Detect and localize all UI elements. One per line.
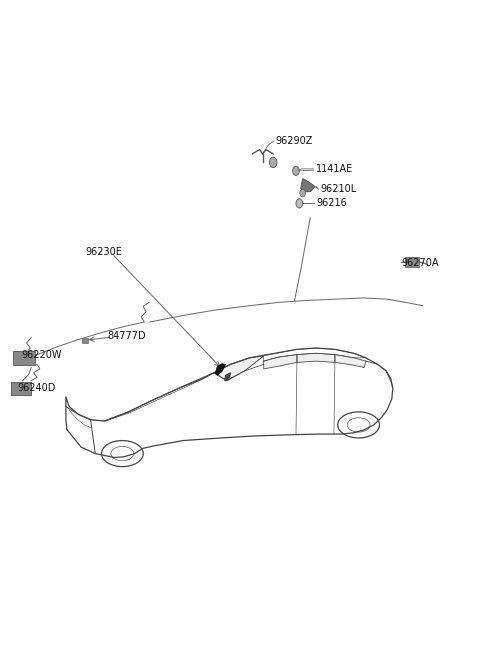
Text: 96210L: 96210L xyxy=(321,184,357,194)
Polygon shape xyxy=(335,355,366,367)
Bar xyxy=(405,258,420,267)
Text: 96220W: 96220W xyxy=(22,350,62,359)
Bar xyxy=(13,351,35,365)
Text: 1141AE: 1141AE xyxy=(316,164,353,174)
Polygon shape xyxy=(297,353,335,363)
Polygon shape xyxy=(264,355,297,369)
Polygon shape xyxy=(301,179,315,192)
Text: 96270A: 96270A xyxy=(401,258,439,268)
Text: 84777D: 84777D xyxy=(107,331,146,342)
Circle shape xyxy=(293,166,300,175)
Polygon shape xyxy=(225,373,230,380)
Polygon shape xyxy=(216,364,226,375)
Circle shape xyxy=(296,199,302,208)
Text: 96290Z: 96290Z xyxy=(276,136,313,146)
Text: 96216: 96216 xyxy=(316,198,347,208)
Polygon shape xyxy=(214,356,264,380)
Circle shape xyxy=(300,189,305,197)
Bar xyxy=(12,382,31,395)
Circle shape xyxy=(269,157,277,168)
Bar xyxy=(83,338,88,343)
Text: 96230E: 96230E xyxy=(86,247,123,258)
Text: 96240D: 96240D xyxy=(17,384,55,394)
